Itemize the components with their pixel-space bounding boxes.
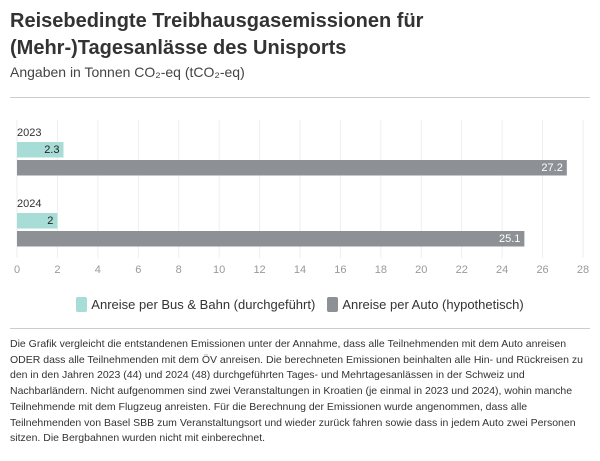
divider [10,328,590,329]
x-tick-label: 10 [213,264,225,276]
x-tick-label: 8 [176,264,182,276]
legend-label: Anreise per Auto (hypothetisch) [342,297,524,312]
x-tick-label: 14 [294,264,306,276]
chart-note: Die Grafik vergleicht die entstandenen E… [10,338,583,445]
x-tick-label: 18 [375,264,387,276]
chart: 0 2 4 6 8 10 12 14 16 18 20 22 24 26 2820232.327.22024… [14,120,589,276]
value-label: 25.1 [499,233,520,245]
value-label: 2.3 [44,144,59,156]
category-label: 2023 [17,127,41,139]
x-tick-label: 12 [253,264,265,276]
category-label: 2024 [17,198,41,210]
bar [17,213,58,229]
bar [17,160,567,176]
x-tick-label: 22 [456,264,468,276]
legend: Anreise per Bus & Bahn (durchgeführt) Anr… [0,297,600,312]
x-tick-label: 20 [415,264,427,276]
x-tick-label: 24 [496,264,508,276]
value-label: 27.2 [541,162,562,174]
x-tick-label: 2 [54,264,60,276]
legend-item: Anreise per Auto (hypothetisch) [327,297,524,312]
legend-swatch [76,297,88,312]
x-tick-label: 6 [135,264,141,276]
value-label: 2 [47,215,53,227]
legend-label: Anreise per Bus & Bahn (durchgeführt) [91,297,316,312]
divider [10,97,590,98]
chart-title: Reisebedingte Treibhausgasemissionen für… [10,10,424,59]
legend-item: Anreise per Bus & Bahn (durchgeführt) [76,297,315,312]
x-tick-label: 4 [95,264,101,276]
x-tick-label: 28 [577,264,589,276]
x-tick-label: 16 [334,264,346,276]
bar [17,142,64,158]
bar [17,231,525,247]
x-tick-label: 0 [14,264,20,276]
legend-swatch [327,297,339,312]
x-tick-label: 26 [536,264,548,276]
chart-subtitle: Angaben in Tonnen CO₂-eq (tCO₂-eq) [10,64,245,80]
